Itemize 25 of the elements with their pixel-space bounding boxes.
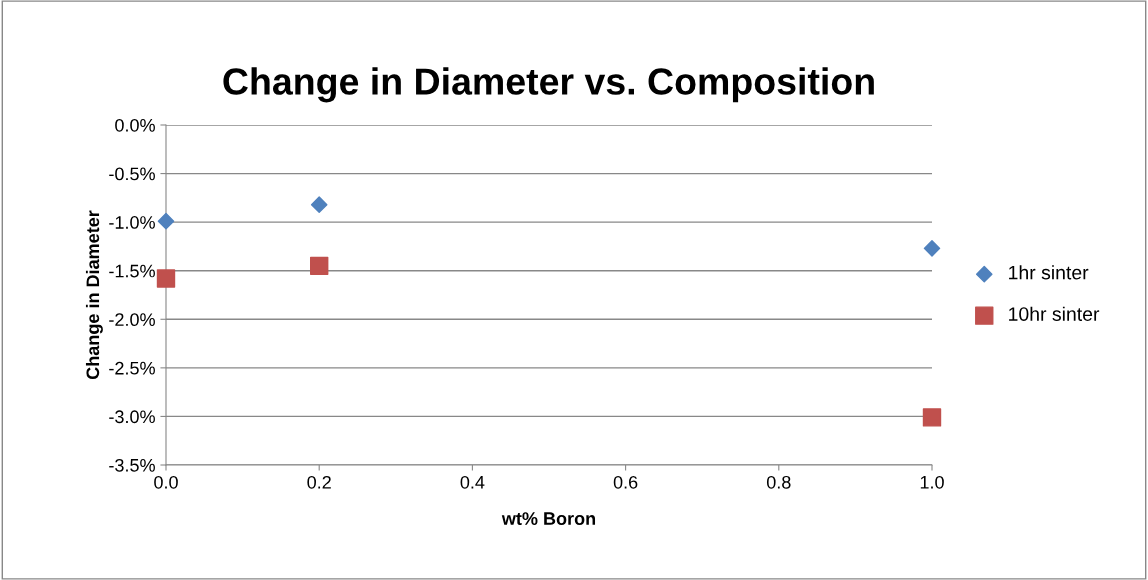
x-tick-label: 0.8	[766, 475, 791, 489]
point	[310, 196, 328, 213]
y-tick-label: -1.5%	[109, 264, 155, 278]
x-tick-label: 0.0	[154, 475, 178, 489]
y-axis-title: Change in Diameter	[85, 210, 103, 380]
legend-label: 10hr sinter	[1009, 306, 1100, 321]
chart-title: Change in Diameter vs. Composition	[223, 67, 874, 103]
point	[922, 408, 942, 427]
y-tick-label: 0.0%	[115, 118, 155, 132]
point	[309, 256, 329, 276]
x-tick-label: 1.0	[920, 475, 944, 489]
x-tick-label: 0.4	[460, 475, 485, 489]
x-axis-title: wt% Boron	[501, 512, 596, 525]
y-tick-label: -0.5%	[109, 167, 155, 181]
y-tick-label: -3.0%	[109, 410, 155, 424]
y-tick-label: -2.0%	[109, 313, 155, 327]
point	[157, 212, 175, 230]
x-tick-label: 0.6	[613, 475, 638, 489]
x-tick-label: 0.2	[307, 475, 331, 489]
y-tick-label: -1.0%	[109, 216, 155, 229]
point	[156, 269, 176, 288]
y-tick-label: -2.5%	[109, 361, 155, 375]
legend-label: 1hr sinter	[1009, 265, 1089, 280]
y-tick-label: -3.5%	[109, 458, 155, 472]
point	[923, 240, 941, 257]
